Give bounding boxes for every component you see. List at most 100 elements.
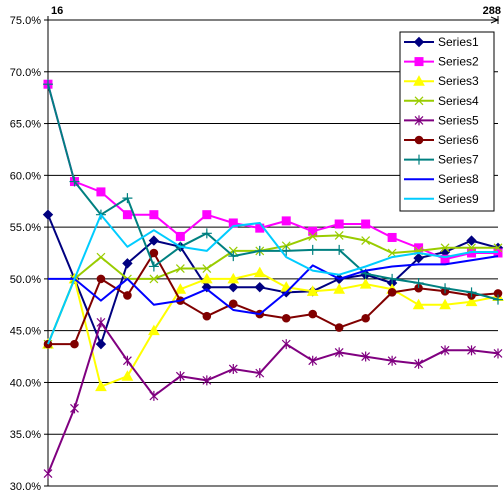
data-point [333, 283, 346, 294]
series-line [47, 213, 498, 345]
data-point [334, 347, 344, 358]
series-line [47, 214, 499, 346]
data-point [201, 228, 212, 239]
data-point [148, 261, 159, 272]
data-point [202, 311, 212, 321]
legend-entry: Series3 [404, 74, 479, 88]
series-line [48, 255, 499, 316]
top-axis-right-label: 288 [483, 5, 501, 17]
top-axis-left-label: 16 [51, 5, 63, 17]
y-tick-label: 55.0% [10, 222, 41, 234]
data-point [465, 295, 478, 307]
series-line [48, 252, 499, 346]
data-point [281, 339, 291, 350]
legend-entry: Series8 [404, 172, 479, 186]
y-tick-label: 50.0% [10, 274, 41, 286]
data-point [254, 245, 265, 256]
legend-entry: Series7 [404, 153, 479, 167]
data-point [70, 339, 79, 349]
data-point [228, 299, 238, 309]
data-point [440, 254, 450, 264]
data-point [439, 298, 451, 310]
legend-marker [413, 36, 425, 48]
data-point [387, 288, 397, 297]
data-point [70, 403, 79, 414]
data-point [227, 272, 240, 284]
legend-marker [414, 115, 424, 126]
data-point [202, 375, 212, 386]
series-line [47, 321, 499, 474]
data-point [253, 266, 266, 278]
data-point [440, 243, 450, 253]
data-point [308, 309, 318, 319]
legend-marker [413, 75, 425, 86]
data-point [42, 209, 54, 220]
legend-marker [414, 57, 424, 67]
legend-label: Series5 [438, 113, 479, 127]
data-point [122, 210, 132, 220]
data-point [281, 216, 291, 226]
data-point [440, 345, 450, 356]
data-point [96, 187, 106, 197]
legend-marker [414, 96, 424, 106]
data-point [334, 244, 345, 255]
legend-label: Series2 [438, 55, 479, 69]
data-point [466, 235, 477, 246]
legend-entry: Series6 [404, 133, 479, 147]
data-point [200, 272, 213, 284]
data-point [414, 358, 424, 369]
series-line [47, 83, 499, 301]
data-point [361, 219, 371, 229]
legend-marker [414, 154, 424, 165]
data-point [175, 264, 185, 273]
series-7 [43, 79, 503, 305]
axes: 16 288 [47, 5, 501, 486]
data-point [413, 252, 424, 264]
data-point [308, 355, 318, 366]
data-point [148, 324, 160, 336]
data-point [387, 248, 397, 258]
legend-label: Series7 [438, 153, 479, 167]
data-point [148, 235, 160, 246]
data-point [387, 355, 397, 366]
data-point [95, 380, 107, 392]
data-point [123, 291, 132, 300]
y-tick-label: 65.0% [10, 119, 41, 131]
data-point [122, 258, 133, 269]
data-point [149, 274, 159, 284]
data-point [361, 236, 371, 245]
data-point [95, 338, 107, 350]
data-point [361, 351, 371, 362]
series-line [47, 271, 499, 388]
data-point [96, 252, 106, 262]
y-tick-label: 75.0% [10, 15, 41, 27]
legend-entry: Series2 [404, 55, 479, 69]
data-point [413, 278, 424, 289]
data-point [175, 231, 185, 241]
data-point [69, 176, 80, 187]
data-point [43, 79, 53, 90]
top-axis-arrow [490, 16, 500, 24]
data-point [387, 273, 398, 284]
data-point [467, 345, 476, 356]
data-point [281, 313, 291, 323]
data-point [122, 193, 133, 204]
data-point [43, 468, 53, 479]
y-tick-labels: 30.0% 35.0% 40.0% 45.0% 50.0% 55.0% 60.0% 65.0%… [10, 15, 41, 493]
data-point [412, 298, 425, 310]
data-point [175, 371, 185, 382]
y-tick-label: 30.0% [10, 481, 41, 493]
y-tick-label: 40.0% [10, 377, 41, 389]
series-line [47, 234, 498, 345]
legend-entry: Series4 [404, 94, 479, 108]
data-point [228, 363, 238, 374]
data-point [466, 287, 477, 298]
legend-marker [414, 135, 424, 145]
data-point [334, 323, 344, 332]
data-point [149, 210, 159, 220]
data-point [121, 370, 134, 381]
data-point [281, 245, 292, 256]
data-point [493, 243, 503, 253]
